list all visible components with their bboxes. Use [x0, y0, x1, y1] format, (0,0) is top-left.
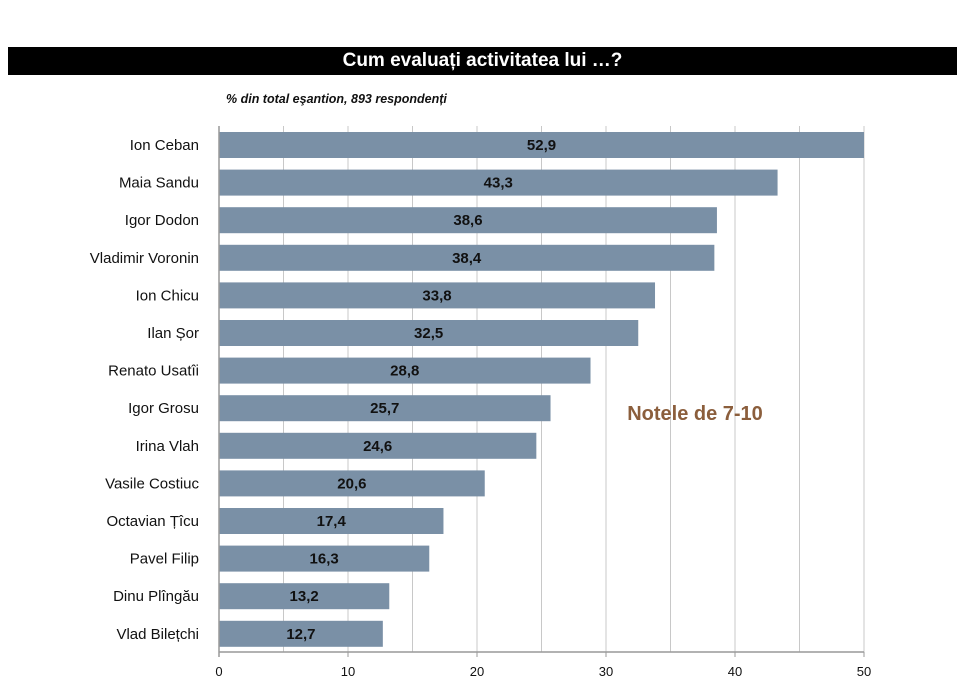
- category-label: Renato Usatîi: [108, 363, 199, 380]
- value-label: 38,4: [452, 250, 482, 267]
- x-tick-label: 0: [215, 664, 222, 679]
- value-label: 28,8: [390, 363, 419, 380]
- category-label: Igor Grosu: [128, 400, 199, 417]
- bar: [219, 357, 591, 384]
- category-label: Ion Ceban: [130, 137, 199, 154]
- bar: [219, 470, 485, 497]
- value-label: 38,6: [453, 212, 482, 229]
- category-label: Ion Chicu: [136, 287, 199, 304]
- x-tick-label: 30: [599, 664, 613, 679]
- category-label: Maia Sandu: [119, 175, 199, 192]
- x-tick-label: 50: [857, 664, 871, 679]
- value-label: 16,3: [310, 551, 339, 568]
- category-label: Ilan Șor: [147, 325, 199, 342]
- category-label: Dinu Plîngău: [113, 588, 199, 605]
- value-label: 25,7: [370, 400, 399, 417]
- bar: [219, 508, 444, 534]
- x-tick-label: 20: [470, 664, 484, 679]
- value-label: 17,4: [317, 513, 347, 530]
- category-label: Irina Vlah: [136, 438, 199, 455]
- value-label: 32,5: [414, 325, 443, 342]
- value-label: 43,3: [484, 175, 513, 192]
- value-label: 33,8: [422, 287, 451, 304]
- annotation: Notele de 7-10: [627, 403, 763, 425]
- value-label: 52,9: [527, 137, 556, 154]
- category-label: Octavian Țîcu: [106, 513, 199, 530]
- bar: [219, 207, 717, 234]
- bar: [219, 432, 537, 459]
- bar: [219, 132, 864, 158]
- category-label: Pavel Filip: [130, 551, 199, 568]
- value-label: 13,2: [290, 588, 319, 605]
- bar: [219, 620, 383, 647]
- x-tick-label: 10: [341, 664, 355, 679]
- bar: [219, 395, 551, 422]
- value-label: 24,6: [363, 438, 392, 455]
- category-label: Igor Dodon: [125, 212, 199, 229]
- category-label: Vlad Bilețchi: [116, 626, 199, 643]
- value-label: 20,6: [337, 475, 366, 492]
- chart-subtitle: % din total eşantion, 893 respondenți: [226, 92, 447, 106]
- x-tick-label: 40: [728, 664, 742, 679]
- bar: [219, 583, 390, 610]
- category-label: Vasile Costiuc: [105, 475, 199, 492]
- chart-title: Cum evaluați activitatea lui …?: [8, 47, 957, 75]
- bar: [219, 545, 430, 572]
- bar: [219, 282, 656, 309]
- bar: [219, 320, 639, 346]
- bar: [219, 244, 715, 271]
- category-label: Vladimir Voronin: [90, 250, 199, 267]
- bar: [219, 169, 778, 196]
- value-label: 12,7: [286, 626, 315, 643]
